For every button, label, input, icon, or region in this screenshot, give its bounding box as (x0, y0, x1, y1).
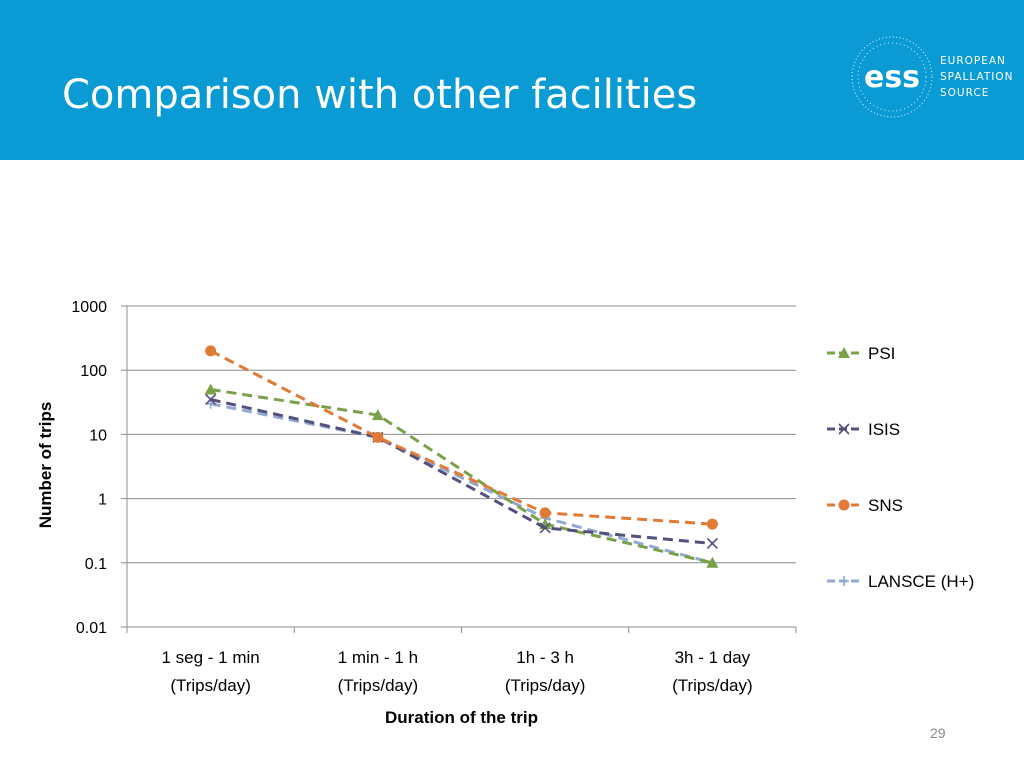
x-tick-label: 3h - 1 day (Trips/day) (672, 648, 753, 695)
point-psi (204, 383, 217, 395)
series-line-psi (210, 388, 713, 565)
legend-label-isis: ISIS (868, 420, 900, 439)
legend-label-sns: SNS (868, 496, 903, 515)
logo-line-3: SOURCE (940, 87, 990, 99)
point-isis (205, 393, 217, 406)
point-isis (539, 522, 551, 534)
point-sns (205, 345, 217, 357)
point-isis (706, 537, 718, 550)
logo-line-2: SPALLATION (940, 71, 1014, 83)
y-tick-label: 100 (80, 363, 107, 380)
legend-label-lansce-h: LANSCE (H+) (868, 572, 974, 591)
x-tick-label: 1 seg - 1 min (Trips/day) (161, 648, 259, 695)
y-tick-label: 0.01 (76, 620, 107, 637)
x-tick-label: 1 min - 1 h (Trips/day) (338, 648, 419, 695)
legend-marker-psi (838, 347, 850, 358)
slide-title: Comparison with other facilities (62, 72, 698, 118)
y-axis-title: Number of trips (36, 402, 55, 529)
logo-line-1: EUROPEAN (940, 55, 1006, 67)
series-line-isis (210, 398, 713, 545)
point-sns (539, 507, 551, 519)
legend-marker-sns (838, 499, 850, 511)
x-tick-label: 1h - 3 h (Trips/day) (505, 648, 586, 695)
point-psi (706, 556, 719, 568)
logo-wordmark: EUROPEAN SPALLATION SOURCE (940, 53, 1013, 101)
trips-chart: 1000 100 10 1 0.1 0.01 1 seg - 1 min (Trips/day… (36, 299, 974, 727)
ess-logo-mark: ess (851, 36, 933, 118)
ess-logo: ess EUROPEAN SPALLATION SOURCE (846, 33, 1024, 123)
point-sns (706, 518, 718, 530)
y-tick-label: 1000 (71, 299, 107, 316)
logo-mark-text: ess (864, 60, 920, 95)
x-axis-title: Duration of the trip (385, 708, 538, 727)
y-tick-label: 10 (89, 427, 107, 444)
page-number: 29 (930, 725, 946, 741)
point-sns (372, 431, 384, 443)
y-tick-label: 1 (98, 492, 107, 509)
legend-label-psi: PSI (868, 344, 895, 363)
legend-marker-lansce-h (839, 576, 849, 586)
legend-marker-isis (838, 423, 850, 435)
point-psi (371, 409, 384, 421)
y-tick-label: 0.1 (85, 556, 107, 573)
series-line-sns (209, 349, 713, 526)
slide-header: Comparison with other facilities ess EUR… (0, 0, 1024, 160)
series-line-lansce-h (210, 402, 713, 565)
